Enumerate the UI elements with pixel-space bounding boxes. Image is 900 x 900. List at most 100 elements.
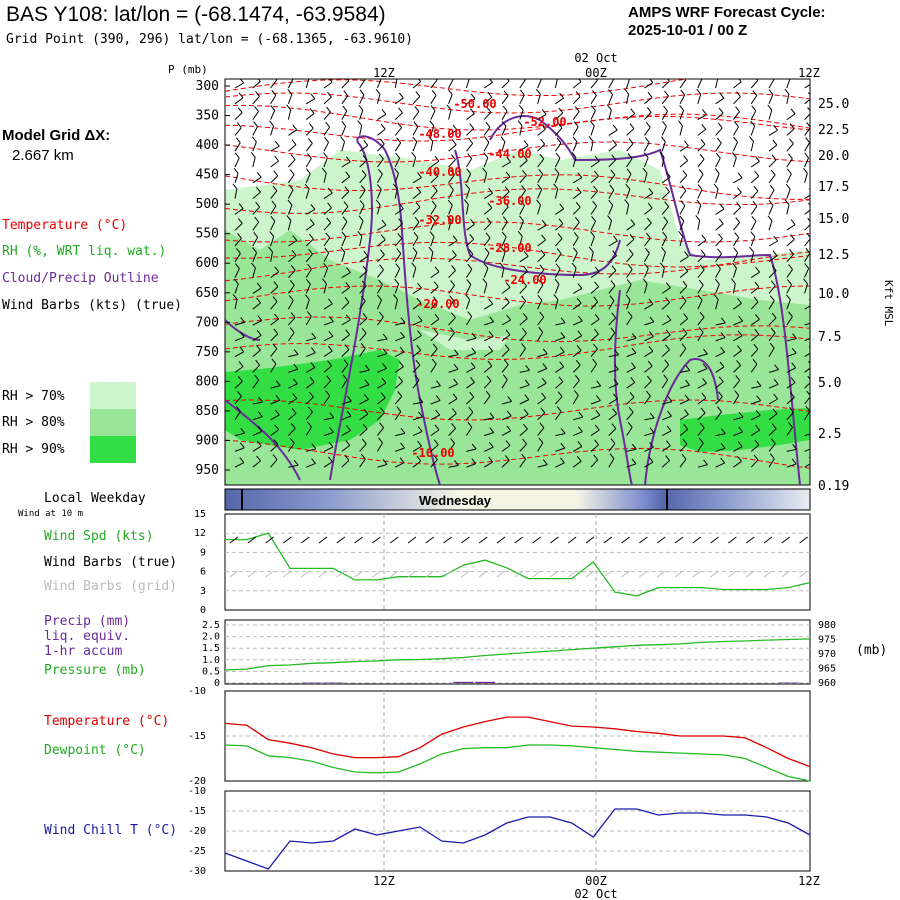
surface-wind-barb: [478, 536, 488, 544]
wind-barb-flag: [305, 73, 309, 78]
wind-barb: [412, 126, 419, 136]
wind-barb: [465, 79, 470, 89]
wind-barb: [715, 112, 724, 120]
wind-barb: [519, 300, 527, 310]
wind-barb: [252, 206, 260, 215]
wind-barb-flag: [411, 152, 416, 158]
wind-barb: [519, 79, 526, 89]
wind-barb: [590, 95, 597, 105]
wind-barb: [555, 396, 563, 405]
wind-barb: [466, 448, 477, 452]
wind-barb: [465, 426, 473, 436]
wind-barb-flag: [642, 278, 648, 285]
wind-barb-flag: [771, 423, 777, 429]
wind-barb-flag: [786, 168, 792, 175]
wind-barb-flag: [364, 394, 369, 400]
panel-tick-label: 1.5: [202, 643, 220, 654]
wind-barb: [662, 415, 672, 421]
wind-barb-flag: [304, 183, 310, 190]
wind-barb-flag: [631, 333, 637, 339]
wind-barb-flag: [271, 358, 277, 365]
wind-barb: [234, 351, 244, 358]
wind-barb-flag: [308, 406, 313, 413]
wind-barb: [555, 322, 566, 326]
wind-barb-flag: [517, 230, 523, 237]
wind-barb: [323, 207, 332, 215]
wind-barb: [804, 224, 810, 231]
wind-barb: [234, 82, 244, 89]
cloud-outline-2: [454, 149, 621, 277]
wind-barb: [733, 380, 741, 389]
wind-barb-flag: [649, 79, 654, 83]
wind-barb: [305, 143, 313, 152]
wind-barb-flag: [504, 186, 510, 192]
wind-barb-flag: [523, 140, 529, 146]
wind-barb: [608, 354, 619, 358]
wind-barb: [270, 301, 278, 310]
wind-barb: [697, 442, 704, 452]
wind-barb-flag: [609, 453, 615, 459]
wind-barb-flag: [452, 235, 458, 242]
wind-barb: [270, 444, 279, 452]
wind-barb: [626, 238, 635, 247]
wind-barb: [252, 460, 261, 468]
wind-barb-flag: [342, 374, 348, 380]
surface-wind-barb: [461, 536, 470, 544]
wind-barb: [750, 80, 759, 89]
wind-barb: [661, 445, 671, 452]
wind-barb-flag: [784, 199, 790, 205]
surface-wind-barb: [496, 536, 506, 544]
wind-barb: [376, 189, 382, 199]
wind-barb: [394, 299, 398, 310]
wind-barb: [715, 366, 725, 373]
wind-barb-flag: [430, 215, 436, 222]
wind-barb: [519, 384, 530, 389]
rh-shading: [225, 79, 810, 485]
wind-barb: [537, 224, 547, 231]
wind-barb-flag: [628, 406, 634, 413]
wind-barb-flag: [699, 422, 705, 429]
wind-barb-flag: [661, 247, 666, 253]
wind-barb-flag: [502, 216, 508, 223]
wind-barb-flag: [752, 90, 758, 96]
pressure-tick-label: 750: [196, 345, 219, 360]
wind-barb: [341, 444, 351, 452]
wind-barb-flag: [576, 187, 582, 193]
surface-wind-barb: [745, 536, 755, 544]
wind-barb: [733, 431, 743, 437]
wind-barb-flag: [344, 296, 350, 303]
wind-barb: [697, 332, 704, 342]
wind-barb: [288, 269, 296, 278]
wind-barb-flag: [720, 346, 725, 353]
wind-barb-flag: [611, 265, 617, 271]
wind-barb: [768, 144, 778, 152]
wind-barb: [252, 416, 263, 421]
wind-barb-flag: [553, 294, 559, 300]
wind-barb: [234, 223, 243, 231]
temperature-contour: [225, 285, 810, 307]
wind-barb: [234, 336, 245, 342]
wind-barb: [733, 81, 742, 89]
wind-barb-flag: [447, 89, 453, 95]
wind-barb: [252, 191, 261, 199]
wind-barb: [555, 351, 565, 358]
wind-barb-flag: [610, 169, 616, 176]
wind-barb-flag: [361, 280, 367, 287]
wind-barb: [697, 128, 707, 136]
wind-barb-flag: [807, 107, 810, 112]
wind-barb-flag: [518, 104, 524, 111]
wind-barb: [590, 190, 598, 199]
wind-barb: [377, 397, 386, 405]
wind-barb: [804, 252, 810, 263]
wind-barb-flag: [430, 105, 436, 111]
wind-barb: [644, 96, 653, 105]
wind-barb: [234, 112, 243, 120]
wind-barb-flag: [719, 361, 725, 368]
height-tick-label: 0.19: [818, 479, 849, 494]
panel-tick-label: -15: [188, 731, 206, 742]
wind-chill-line: [224, 808, 811, 870]
wind-barb: [323, 111, 331, 120]
wind-barb-flag: [593, 343, 598, 350]
wind-barb: [376, 299, 382, 310]
wind-barb: [626, 128, 635, 136]
